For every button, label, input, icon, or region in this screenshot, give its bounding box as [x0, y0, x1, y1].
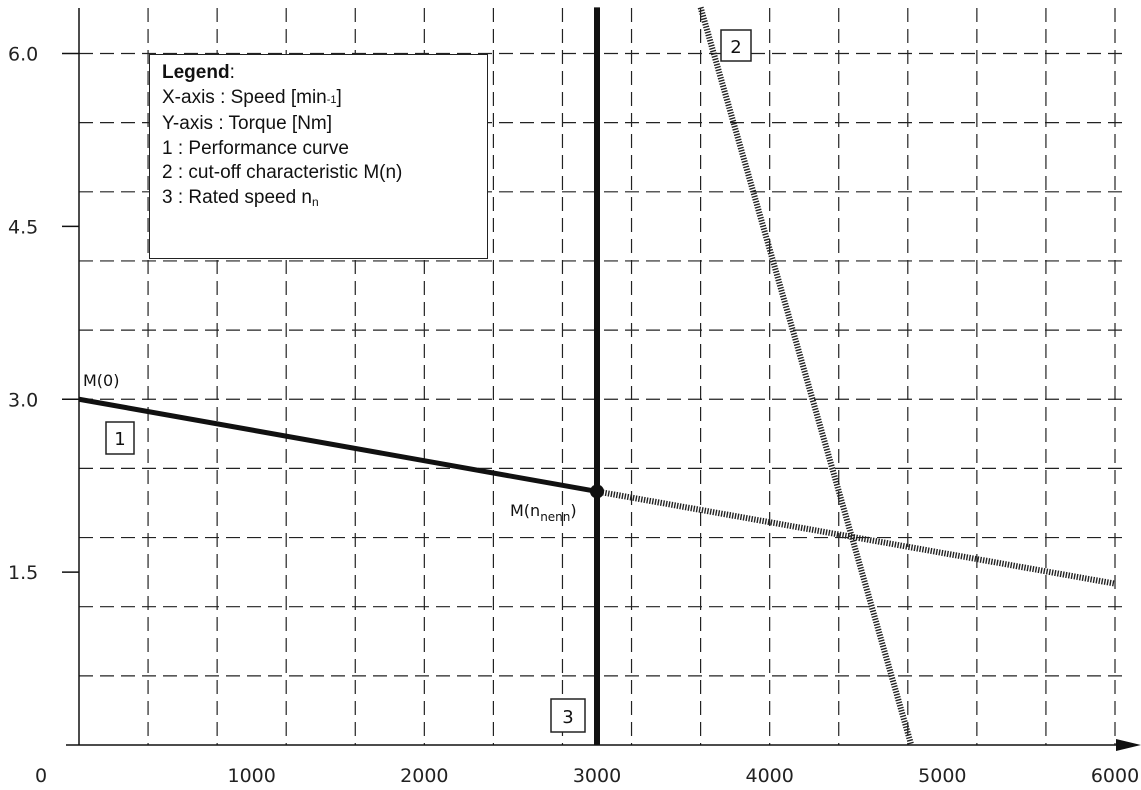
x-tick-label: 1000 [227, 765, 275, 787]
legend-y-axis: Y-axis : Torque [Nm] [162, 113, 333, 134]
performance-curve-line [78, 396, 598, 494]
annotation-mnenn-sub: nenn [540, 510, 570, 524]
legend-title-text: Legend [162, 62, 230, 83]
legend-item-1: 1 : Performance curve [162, 137, 349, 159]
legend-x-axis-exponent: -1 [326, 93, 337, 106]
series-lines [78, 6, 1116, 746]
legend-item-2: 2 : cut-off characteristic M(n) [162, 162, 403, 183]
x-axis-arrow-icon [1116, 739, 1141, 751]
annotation-mnenn-close: ) [570, 501, 576, 520]
tick-labels: 0 1000 2000 3000 4000 5000 6000 1.5 3.0 4.5 6.0 [8, 44, 1139, 788]
legend-x-axis-text: X-axis : Speed [min [162, 86, 327, 108]
curve-label-3: 3 [562, 707, 573, 728]
curve-label-2: 2 [730, 37, 741, 58]
x-tick-label: 3000 [573, 765, 621, 787]
x-tick-label: 4000 [745, 765, 793, 787]
legend-title-colon: : [229, 62, 235, 83]
legend-title: Legend: [162, 61, 477, 86]
cutoff-characteristic-line [697, 6, 915, 746]
axes [66, 8, 1141, 751]
legend-x-axis: X-axis : Speed [min-1] [162, 86, 477, 113]
annotation-mnenn-main: M(n [510, 501, 540, 520]
legend-box: Legend: X-axis : Speed [min-1] Y-axis : … [149, 54, 488, 259]
performance-curve-extension-line [596, 488, 1116, 587]
x-tick-label: 0 [35, 765, 47, 787]
curve-label-box-1: 1 [105, 421, 135, 455]
x-tick-label: 2000 [400, 765, 448, 787]
legend-item-3-text: 3 : Rated speed n [162, 186, 312, 208]
legend-item-3-subscript: n [312, 194, 319, 209]
annotation-mnenn: M(nnenn) [510, 501, 577, 524]
x-tick-label: 6000 [1091, 765, 1139, 787]
data-points [590, 484, 604, 499]
y-tick-label: 4.5 [8, 216, 38, 238]
legend-item-3: 3 : Rated speed nn [162, 186, 477, 215]
x-tick-label: 5000 [918, 765, 966, 787]
y-tick-label: 3.0 [8, 389, 38, 411]
grid-lines [79, 8, 1125, 745]
curve-label-box-3: 3 [550, 698, 586, 733]
y-tick-label: 6.0 [8, 44, 38, 66]
legend-x-axis-close: ] [336, 86, 342, 108]
annotation-m0: M(0) [83, 371, 119, 390]
y-tick-label: 1.5 [8, 562, 38, 584]
curve-label-1: 1 [114, 429, 125, 450]
curve-label-box-2: 2 [720, 29, 752, 62]
rated-torque-point [590, 484, 604, 499]
